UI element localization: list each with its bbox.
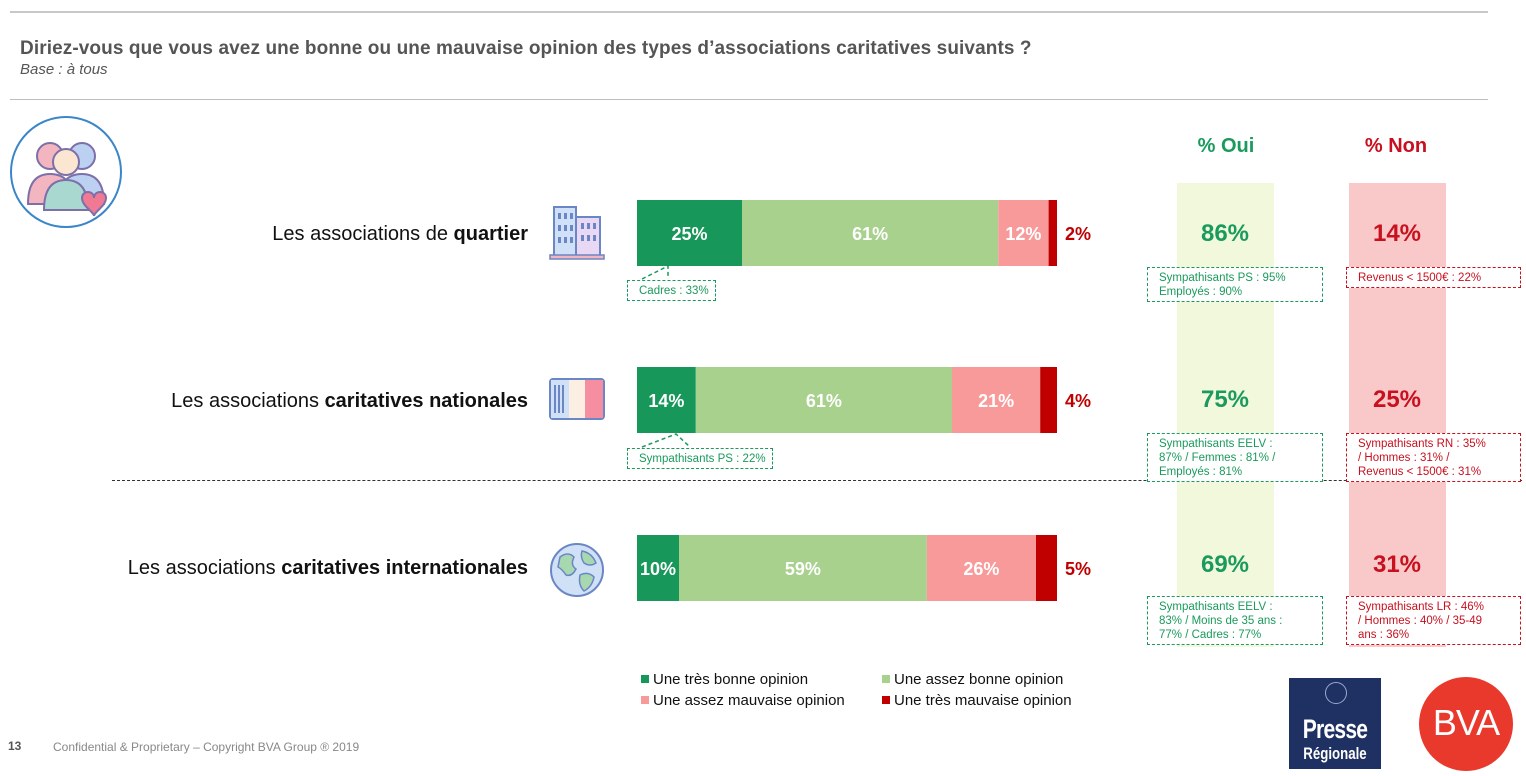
legend-item-assez-mauvaise: Une assez mauvaise opinion <box>641 692 845 709</box>
header-rule <box>10 99 1488 100</box>
presse-regionale-logo: Presse Régionale <box>1289 678 1381 769</box>
non-value-nationales: 25% <box>1372 386 1422 413</box>
legend-item-tres-mauvaise: Une très mauvaise opinion <box>882 692 1072 709</box>
french-flag-icon <box>548 373 606 431</box>
section-separator <box>112 480 1522 481</box>
bar-value-label-1-3: 4% <box>1065 391 1091 411</box>
page-subtitle: Base : à tous <box>20 61 108 78</box>
bar-value-label-0-2: 12% <box>1005 224 1041 244</box>
note-leader-line <box>641 264 669 280</box>
bar-segment-1-0 <box>637 367 696 433</box>
oui-value-nationales: 75% <box>1200 386 1250 413</box>
bar-value-label-0-1: 61% <box>852 224 888 244</box>
bar-value-label-2-0: 10% <box>640 559 676 579</box>
bar-value-label-0-0: 25% <box>671 224 707 244</box>
bar-note-nationales: Sympathisants PS : 22% <box>627 448 773 469</box>
row-label-quartier: Les associations de quartier <box>272 223 528 245</box>
row-label-nationales: Les associations caritatives nationales <box>171 390 528 412</box>
oui-note-internationales: Sympathisants EELV :83% / Moins de 35 an… <box>1147 596 1323 645</box>
people-heart-icon <box>10 116 122 228</box>
bar-segment-0-1 <box>742 200 999 266</box>
bar-segment-0-2 <box>998 200 1049 266</box>
oui-note-quartier: Sympathisants PS : 95% Employés : 90% <box>1147 267 1323 302</box>
bar-value-label-2-3: 5% <box>1065 559 1091 579</box>
globe-icon <box>548 541 606 599</box>
bar-segment-1-1 <box>695 367 952 433</box>
buildings-icon <box>548 203 606 261</box>
bar-segment-0-0 <box>637 200 742 266</box>
bar-segment-2-2 <box>926 535 1036 601</box>
bar-value-label-2-2: 26% <box>963 559 999 579</box>
legend-item-assez-bonne: Une assez bonne opinion <box>882 671 1063 688</box>
bar-value-label-2-1: 59% <box>785 559 821 579</box>
oui-value-quartier: 86% <box>1200 220 1250 247</box>
non-note-internationales: Sympathisants LR : 46% / Hommes : 40% / 3… <box>1346 596 1521 645</box>
non-value-internationales: 31% <box>1372 551 1422 578</box>
bar-segment-1-3 <box>1040 367 1057 433</box>
non-note-quartier: Revenus < 1500€ : 22% <box>1346 267 1521 288</box>
page-number: 13 <box>8 739 22 753</box>
bar-segment-1-2 <box>952 367 1041 433</box>
non-column-band <box>1349 183 1446 647</box>
non-note-nationales: Sympathisants RN : 35% / Hommes : 31% / Re… <box>1346 433 1521 482</box>
oui-value-internationales: 69% <box>1200 551 1250 578</box>
bar-value-label-1-0: 14% <box>648 391 684 411</box>
row-label-internationales: Les associations caritatives internation… <box>127 557 528 579</box>
non-value-quartier: 14% <box>1372 220 1422 247</box>
bar-segment-2-0 <box>637 535 679 601</box>
bar-segment-0-3 <box>1048 200 1057 266</box>
oui-column-header: % Oui <box>1197 135 1255 157</box>
note-leader-line <box>641 433 691 448</box>
legend-item-tres-bonne: Une très bonne opinion <box>641 671 808 688</box>
bar-value-label-1-2: 21% <box>978 391 1014 411</box>
bar-segment-2-1 <box>679 535 927 601</box>
bar-segment-2-3 <box>1036 535 1057 601</box>
bar-note-quartier: Cadres : 33% <box>627 280 716 301</box>
bva-logo: BVA <box>1419 677 1513 771</box>
bar-value-label-1-1: 61% <box>806 391 842 411</box>
oui-column-band <box>1177 183 1274 647</box>
bar-value-label-0-3: 2% <box>1065 224 1091 244</box>
page-title: Diriez-vous que vous avez une bonne ou u… <box>20 38 1032 59</box>
non-column-header: % Non <box>1364 135 1428 157</box>
footer-copyright: Confidential & Proprietary – Copyright B… <box>53 740 360 754</box>
top-rule <box>10 11 1488 13</box>
oui-note-nationales: Sympathisants EELV :87% / Femmes : 81% /… <box>1147 433 1323 482</box>
